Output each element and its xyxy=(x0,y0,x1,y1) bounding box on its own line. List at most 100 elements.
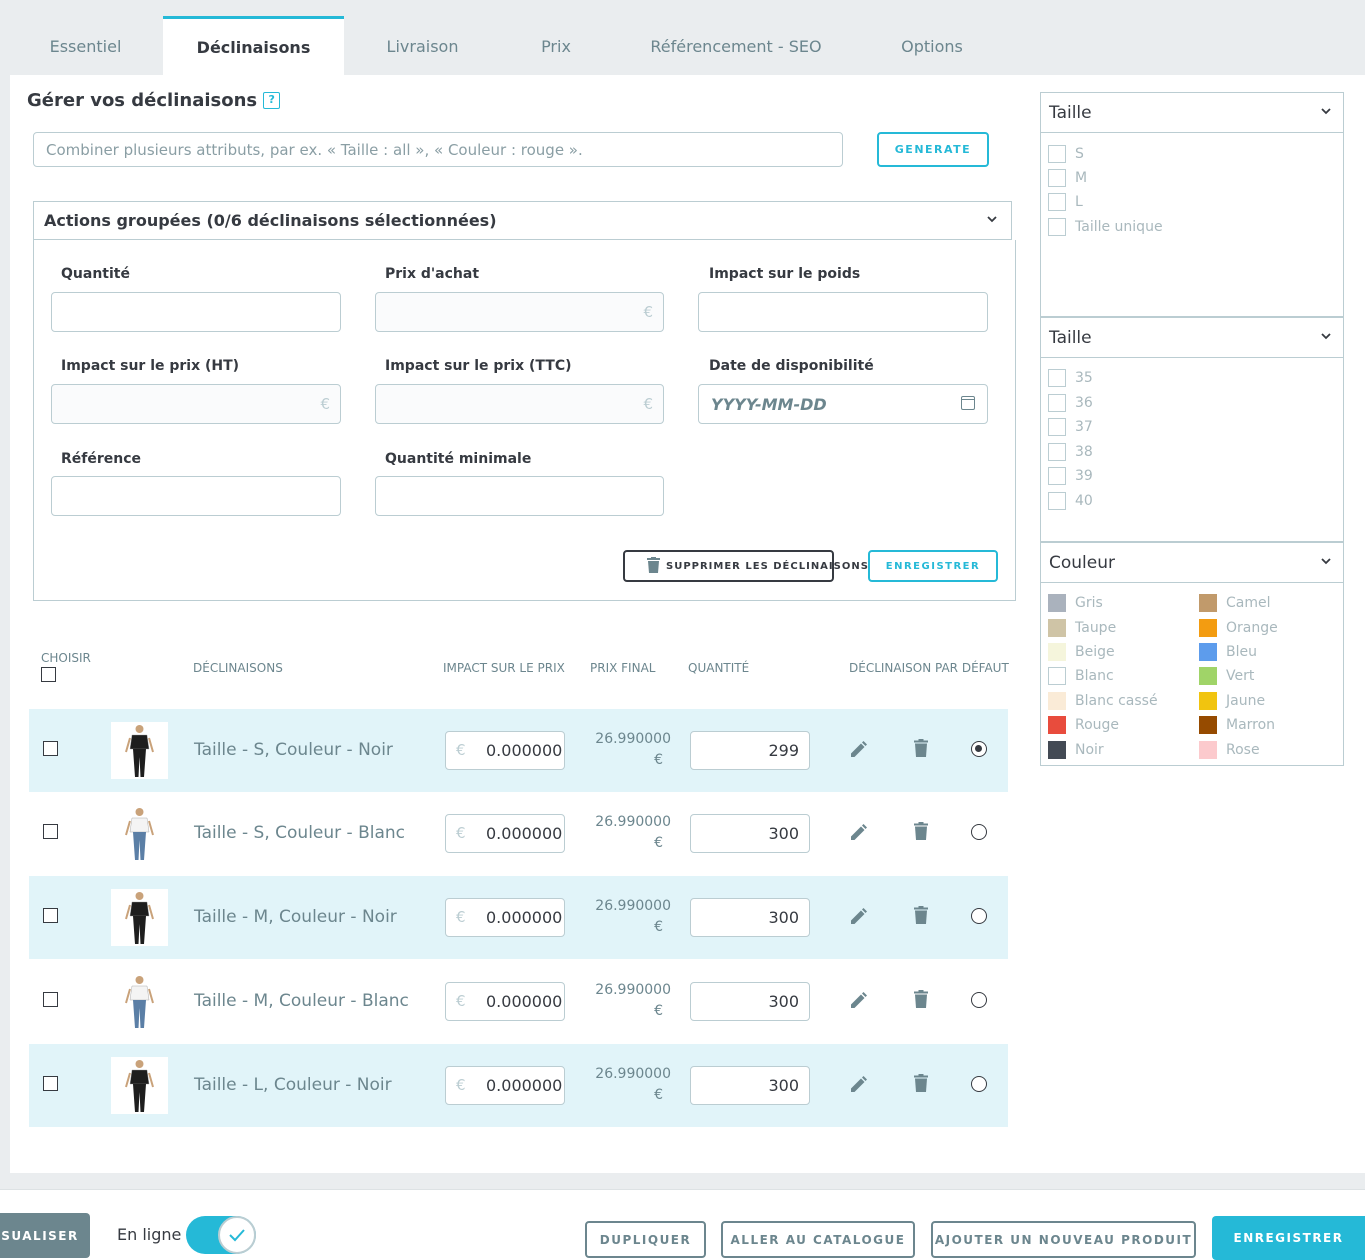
filter-checkbox[interactable] xyxy=(1048,193,1066,211)
color-swatch[interactable] xyxy=(1199,741,1217,759)
select-all-checkbox[interactable] xyxy=(41,667,56,682)
filter-option[interactable]: S xyxy=(1048,145,1084,163)
color-swatch[interactable] xyxy=(1199,692,1217,710)
color-filter-option[interactable]: Blanc xyxy=(1048,667,1114,685)
row-checkbox[interactable] xyxy=(43,992,58,1007)
bulk-actions-toggle[interactable]: Actions groupées (0/6 déclinaisons sélec… xyxy=(33,201,1012,240)
price-impact-ttc-field[interactable]: € xyxy=(375,384,664,424)
row-checkbox[interactable] xyxy=(43,741,58,756)
default-combination-radio[interactable] xyxy=(971,992,987,1008)
generate-button[interactable]: GENERATE xyxy=(877,132,989,167)
price-impact-input[interactable]: €0.000000 xyxy=(445,731,565,770)
quantity-input[interactable]: 299 xyxy=(690,731,810,770)
color-filter-option[interactable]: Orange xyxy=(1199,619,1278,637)
price-impact-input[interactable]: €0.000000 xyxy=(445,1066,565,1105)
color-swatch[interactable] xyxy=(1199,667,1217,685)
filter-shoe-size-header[interactable]: Taille xyxy=(1041,318,1343,358)
filter-option[interactable]: 40 xyxy=(1048,492,1093,510)
filter-checkbox[interactable] xyxy=(1048,169,1066,187)
min-quantity-field[interactable] xyxy=(375,476,664,516)
filter-checkbox[interactable] xyxy=(1048,218,1066,236)
filter-checkbox[interactable] xyxy=(1048,467,1066,485)
preview-button[interactable]: SUALISER xyxy=(0,1213,90,1258)
color-filter-option[interactable]: Taupe xyxy=(1048,619,1116,637)
filter-checkbox[interactable] xyxy=(1048,145,1066,163)
combine-attributes-input[interactable] xyxy=(33,132,843,167)
color-filter-option[interactable]: Gris xyxy=(1048,594,1103,612)
color-filter-option[interactable]: Rouge xyxy=(1048,716,1119,734)
filter-checkbox[interactable] xyxy=(1048,394,1066,412)
filter-checkbox[interactable] xyxy=(1048,369,1066,387)
help-icon[interactable]: ? xyxy=(263,92,281,109)
delete-icon[interactable] xyxy=(914,990,928,1012)
color-swatch[interactable] xyxy=(1199,594,1217,612)
color-filter-option[interactable]: Beige xyxy=(1048,643,1115,661)
tab-essentiel[interactable]: Essentiel xyxy=(49,37,122,56)
edit-icon[interactable] xyxy=(849,824,867,846)
color-swatch[interactable] xyxy=(1048,667,1066,685)
color-filter-option[interactable]: Blanc cassé xyxy=(1048,692,1158,710)
default-combination-radio[interactable] xyxy=(971,741,987,757)
color-swatch[interactable] xyxy=(1048,643,1066,661)
color-swatch[interactable] xyxy=(1199,643,1217,661)
quantity-input[interactable]: 300 xyxy=(690,982,810,1021)
color-filter-option[interactable]: Vert xyxy=(1199,667,1254,685)
duplicate-button[interactable]: DUPLIQUER xyxy=(585,1221,706,1258)
filter-color-header[interactable]: Couleur xyxy=(1041,543,1343,583)
color-swatch[interactable] xyxy=(1048,741,1066,759)
weight-impact-field[interactable] xyxy=(698,292,988,332)
quantity-field[interactable] xyxy=(51,292,341,332)
go-to-catalog-button[interactable]: ALLER AU CATALOGUE xyxy=(721,1221,915,1258)
color-swatch[interactable] xyxy=(1048,716,1066,734)
delete-icon[interactable] xyxy=(914,739,928,761)
default-combination-radio[interactable] xyxy=(971,824,987,840)
filter-option[interactable]: 36 xyxy=(1048,394,1093,412)
default-combination-radio[interactable] xyxy=(971,1076,987,1092)
color-filter-option[interactable]: Jaune xyxy=(1199,692,1265,710)
row-checkbox[interactable] xyxy=(43,1076,58,1091)
availability-date-field[interactable]: YYYY-MM-DD xyxy=(698,384,988,424)
bulk-save-button[interactable]: ENREGISTRER xyxy=(868,550,998,582)
online-toggle[interactable] xyxy=(186,1216,256,1254)
color-filter-option[interactable]: Rose xyxy=(1199,741,1260,759)
delete-combinations-button[interactable]: SUPPRIMER LES DÉCLINAISONS xyxy=(623,550,868,582)
add-new-product-button[interactable]: AJOUTER UN NOUVEAU PRODUIT xyxy=(931,1221,1196,1258)
tab-declinaisons[interactable]: Déclinaisons xyxy=(163,16,344,75)
delete-icon[interactable] xyxy=(914,822,928,844)
filter-option[interactable]: Taille unique xyxy=(1048,218,1163,236)
filter-checkbox[interactable] xyxy=(1048,492,1066,510)
filter-option[interactable]: L xyxy=(1048,193,1083,211)
delete-icon[interactable] xyxy=(914,906,928,928)
purchase-price-field[interactable]: € xyxy=(375,292,664,332)
color-swatch[interactable] xyxy=(1199,716,1217,734)
edit-icon[interactable] xyxy=(849,1076,867,1098)
edit-icon[interactable] xyxy=(849,908,867,930)
filter-checkbox[interactable] xyxy=(1048,443,1066,461)
delete-icon[interactable] xyxy=(914,1074,928,1096)
filter-option[interactable]: 38 xyxy=(1048,443,1093,461)
color-filter-option[interactable]: Bleu xyxy=(1199,643,1257,661)
edit-icon[interactable] xyxy=(849,992,867,1014)
color-filter-option[interactable]: Camel xyxy=(1199,594,1271,612)
filter-option[interactable]: M xyxy=(1048,169,1087,187)
color-swatch[interactable] xyxy=(1048,594,1066,612)
save-button[interactable]: ENREGISTRER xyxy=(1212,1216,1365,1260)
color-swatch[interactable] xyxy=(1199,619,1217,637)
quantity-input[interactable]: 300 xyxy=(690,898,810,937)
default-combination-radio[interactable] xyxy=(971,908,987,924)
reference-field[interactable] xyxy=(51,476,341,516)
tab-prix[interactable]: Prix xyxy=(541,37,571,56)
edit-icon[interactable] xyxy=(849,741,867,763)
filter-option[interactable]: 39 xyxy=(1048,467,1093,485)
price-impact-ht-field[interactable]: € xyxy=(51,384,341,424)
filter-checkbox[interactable] xyxy=(1048,418,1066,436)
filter-size-header[interactable]: Taille xyxy=(1041,93,1343,133)
color-filter-option[interactable]: Marron xyxy=(1199,716,1275,734)
quantity-input[interactable]: 300 xyxy=(690,814,810,853)
tab-seo[interactable]: Référencement - SEO xyxy=(650,37,822,56)
color-swatch[interactable] xyxy=(1048,692,1066,710)
price-impact-input[interactable]: €0.000000 xyxy=(445,982,565,1021)
filter-option[interactable]: 35 xyxy=(1048,369,1093,387)
quantity-input[interactable]: 300 xyxy=(690,1066,810,1105)
color-swatch[interactable] xyxy=(1048,619,1066,637)
